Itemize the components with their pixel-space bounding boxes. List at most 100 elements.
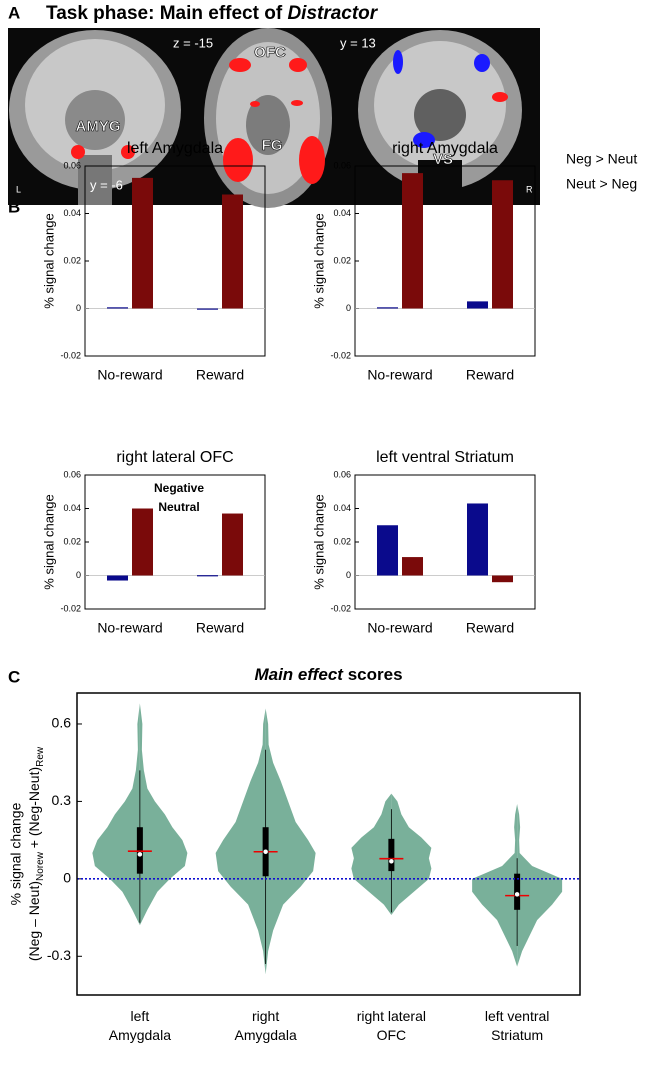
x-tick-label: No-reward (367, 620, 432, 636)
bar (467, 503, 488, 576)
bar (467, 301, 488, 309)
title-italic: Main effect (254, 665, 344, 684)
bar (402, 173, 423, 309)
iqr-box (388, 838, 395, 872)
x-tick-label-line: left ventral (485, 1008, 550, 1024)
region-label: AMYG (76, 118, 121, 135)
x-tick-label: No-reward (367, 367, 432, 383)
y-axis-label-part: + (Neg-Neut) (26, 767, 42, 852)
legend-entry: Neg > Neut (566, 151, 637, 167)
panel-label: C (8, 667, 20, 686)
title-text: scores (348, 665, 403, 684)
x-tick-label-line: left (131, 1008, 150, 1024)
y-axis-label: % signal change (41, 213, 56, 308)
y-axis-label: (Neg – Neut)Norew + (Neg-Neut)Rew (26, 746, 46, 961)
x-tick-label-line: Amygdala (234, 1027, 296, 1043)
region-label: VS (433, 151, 453, 168)
bar (132, 177, 153, 309)
median-dot (137, 851, 143, 858)
x-tick-label: Reward (466, 620, 514, 636)
median-dot (388, 858, 395, 865)
x-tick-label-line: OFC (377, 1027, 407, 1043)
violin-half (265, 708, 316, 975)
chart-title: Main effect scores (254, 665, 402, 684)
x-tick-label: right lateral OFC (357, 1008, 426, 1043)
y-tick-label: 0 (346, 570, 351, 580)
y-tick-label: 0.06 (63, 469, 81, 479)
violin-half (92, 703, 140, 926)
y-tick-label: -0.02 (330, 350, 351, 360)
y-tick-label: 0.02 (333, 536, 351, 546)
y-tick-label: 0 (63, 870, 71, 886)
y-tick-label: -0.02 (60, 603, 81, 613)
x-tick-label: Reward (196, 367, 244, 383)
x-tick-label-line: Amygdala (109, 1027, 171, 1043)
legend-entry: Negative (154, 481, 204, 495)
bar (377, 307, 398, 309)
panel-label: A (8, 3, 20, 22)
y-tick-label: 0.06 (333, 469, 351, 479)
legend-entry: Neutral (158, 500, 199, 514)
y-tick-label: 0 (76, 303, 81, 313)
y-tick-label: -0.02 (330, 603, 351, 613)
y-tick-label: 0 (76, 570, 81, 580)
image-label: L (16, 184, 21, 194)
title-italic: Distractor (287, 3, 378, 24)
violin-half (351, 793, 392, 915)
y-tick-label: 0.02 (63, 536, 81, 546)
violin-half (215, 708, 266, 975)
y-tick-label: 0.04 (63, 208, 81, 218)
y-tick-label: 0.02 (63, 255, 81, 265)
y-tick-label: 0.02 (333, 255, 351, 265)
x-tick-label: right Amygdala (234, 1008, 296, 1043)
x-tick-label-line: right (252, 1008, 279, 1024)
chart-title: left Amygdala (127, 140, 223, 157)
image-label: z = -15 (173, 35, 213, 50)
y-tick-label: 0.06 (333, 160, 351, 170)
violin-half (472, 803, 518, 967)
image-label: y = -6 (90, 177, 123, 192)
chart-title: left ventral Striatum (376, 449, 514, 466)
y-tick-label: 0.6 (52, 715, 72, 731)
x-tick-label: No-reward (97, 620, 162, 636)
plot-area (76, 692, 581, 996)
image-label: y = 13 (340, 35, 376, 50)
y-tick-label: 0.04 (333, 503, 351, 513)
x-tick-label: Reward (196, 620, 244, 636)
panel-title: Task phase: Main effect of Distractor (46, 3, 379, 24)
y-tick-label: 0 (346, 303, 351, 313)
y-axis-label: % signal change (311, 213, 326, 308)
y-tick-label: 0.3 (52, 792, 72, 808)
median-dot (514, 891, 520, 898)
y-tick-label: 0.06 (63, 160, 81, 170)
image-label: R (526, 184, 533, 194)
y-axis-label: % signal change (8, 802, 24, 905)
x-tick-label: left Amygdala (109, 1008, 171, 1043)
y-tick-label: 0.04 (333, 208, 351, 218)
bar (402, 557, 423, 576)
legend-entry: Neut > Neg (566, 176, 637, 192)
x-tick-label-line: Striatum (491, 1027, 543, 1043)
bar (107, 307, 128, 309)
title-text: Task phase: Main effect of (46, 3, 283, 24)
x-tick-label-line: right lateral (357, 1008, 426, 1024)
region-label: OFC (254, 44, 286, 61)
violin-half (391, 793, 432, 915)
bar (222, 513, 243, 576)
bar (492, 180, 513, 309)
y-axis-label: % signal change (41, 494, 56, 589)
violin-half (517, 803, 563, 967)
y-tick-label: 0.04 (63, 503, 81, 513)
region-label: FG (262, 137, 283, 154)
chart-title: right lateral OFC (116, 449, 233, 466)
chart-title: right Amygdala (392, 140, 498, 157)
y-axis-label-part: Norew (35, 851, 46, 881)
x-tick-label: No-reward (97, 367, 162, 383)
bar (377, 525, 398, 576)
bar (197, 308, 218, 310)
bar (107, 575, 128, 581)
y-axis-label: % signal change (311, 494, 326, 589)
bar (132, 508, 153, 576)
y-tick-label: -0.02 (60, 350, 81, 360)
